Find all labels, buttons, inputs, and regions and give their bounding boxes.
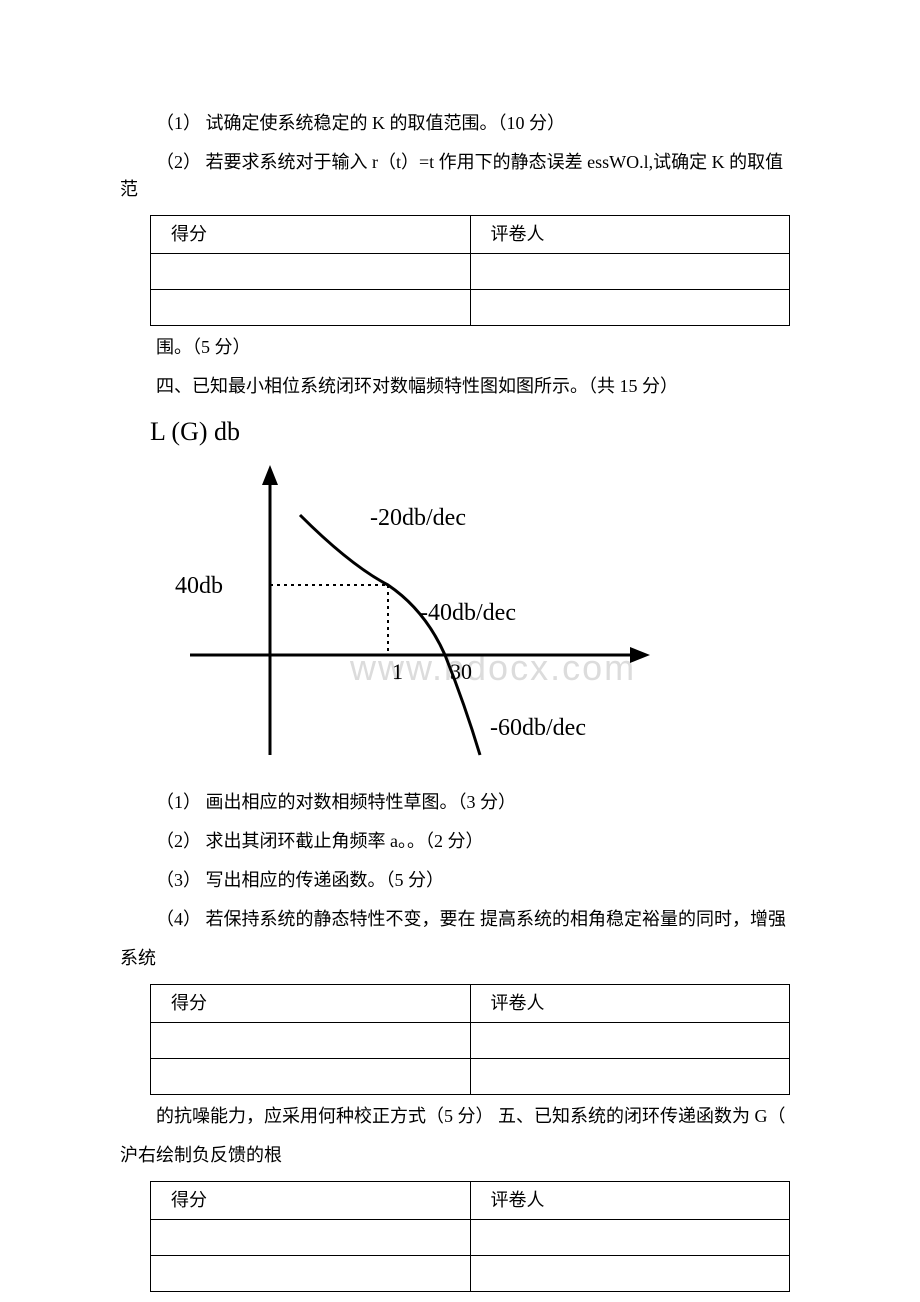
question-4-title: 四、已知最小相位系统闭环对数幅频特性图如图所示。（共 15 分） bbox=[120, 373, 800, 400]
y-axis-arrow bbox=[262, 465, 278, 485]
bode-ylabel: L (G) db bbox=[150, 412, 800, 451]
score-cell bbox=[151, 1220, 471, 1256]
grader-cell bbox=[470, 1220, 790, 1256]
score-table-2: 得分 评卷人 bbox=[150, 984, 790, 1095]
grader-cell bbox=[470, 1023, 790, 1059]
grader-header: 评卷人 bbox=[470, 216, 790, 254]
score-header: 得分 bbox=[151, 985, 471, 1023]
score-cell bbox=[151, 290, 471, 326]
score-header: 得分 bbox=[151, 216, 471, 254]
bode-curve bbox=[300, 515, 480, 755]
grader-header: 评卷人 bbox=[470, 1182, 790, 1220]
x-tick-1: 1 bbox=[392, 659, 403, 684]
question-4-4b-cont: 沪右绘制负反馈的根 bbox=[120, 1142, 800, 1169]
question-4-4b: 的抗噪能力，应采用何种校正方式（5 分） 五、已知系统的闭环传递函数为 G（ bbox=[120, 1103, 800, 1130]
question-4-4a-cont: 系统 bbox=[120, 945, 800, 972]
bode-svg: www.bdocx.com 40db 1 30 -20db/dec -40db/… bbox=[140, 455, 680, 775]
score-cell bbox=[151, 1023, 471, 1059]
slope-20: -20db/dec bbox=[370, 505, 466, 531]
question-4-4a: （4） 若保持系统的静态特性不变，要在 提高系统的相角稳定裕量的同时，增强 bbox=[120, 906, 800, 933]
score-cell bbox=[151, 1256, 471, 1292]
y-tick-40db: 40db bbox=[175, 573, 223, 599]
grader-header: 评卷人 bbox=[470, 985, 790, 1023]
grader-cell bbox=[470, 1059, 790, 1095]
question-1-2: （2） 若要求系统对于输入 r（t）=t 作用下的静态误差 essWO.l,试确… bbox=[120, 149, 800, 203]
question-4-1: （1） 画出相应的对数相频特性草图。（3 分） bbox=[120, 789, 800, 816]
grader-cell bbox=[470, 290, 790, 326]
question-1-1: （1） 试确定使系统稳定的 K 的取值范围。（10 分） bbox=[120, 110, 800, 137]
bode-chart: L (G) db www.bdocx.com 40db 1 30 -20db/d… bbox=[140, 412, 800, 783]
score-cell bbox=[151, 254, 471, 290]
question-1-2-cont: 围。（5 分） bbox=[120, 334, 800, 361]
x-axis-arrow bbox=[630, 647, 650, 663]
score-table-3: 得分 评卷人 bbox=[150, 1181, 790, 1292]
question-4-2: （2） 求出其闭环截止角频率 a。。（2 分） bbox=[120, 828, 800, 855]
question-4-3: （3） 写出相应的传递函数。（5 分） bbox=[120, 867, 800, 894]
slope-60: -60db/dec bbox=[490, 715, 586, 741]
grader-cell bbox=[470, 1256, 790, 1292]
x-tick-30: 30 bbox=[450, 659, 472, 684]
score-cell bbox=[151, 1059, 471, 1095]
grader-cell bbox=[470, 254, 790, 290]
score-header: 得分 bbox=[151, 1182, 471, 1220]
slope-40: -40db/dec bbox=[420, 600, 516, 626]
score-table-1: 得分 评卷人 bbox=[150, 215, 790, 326]
